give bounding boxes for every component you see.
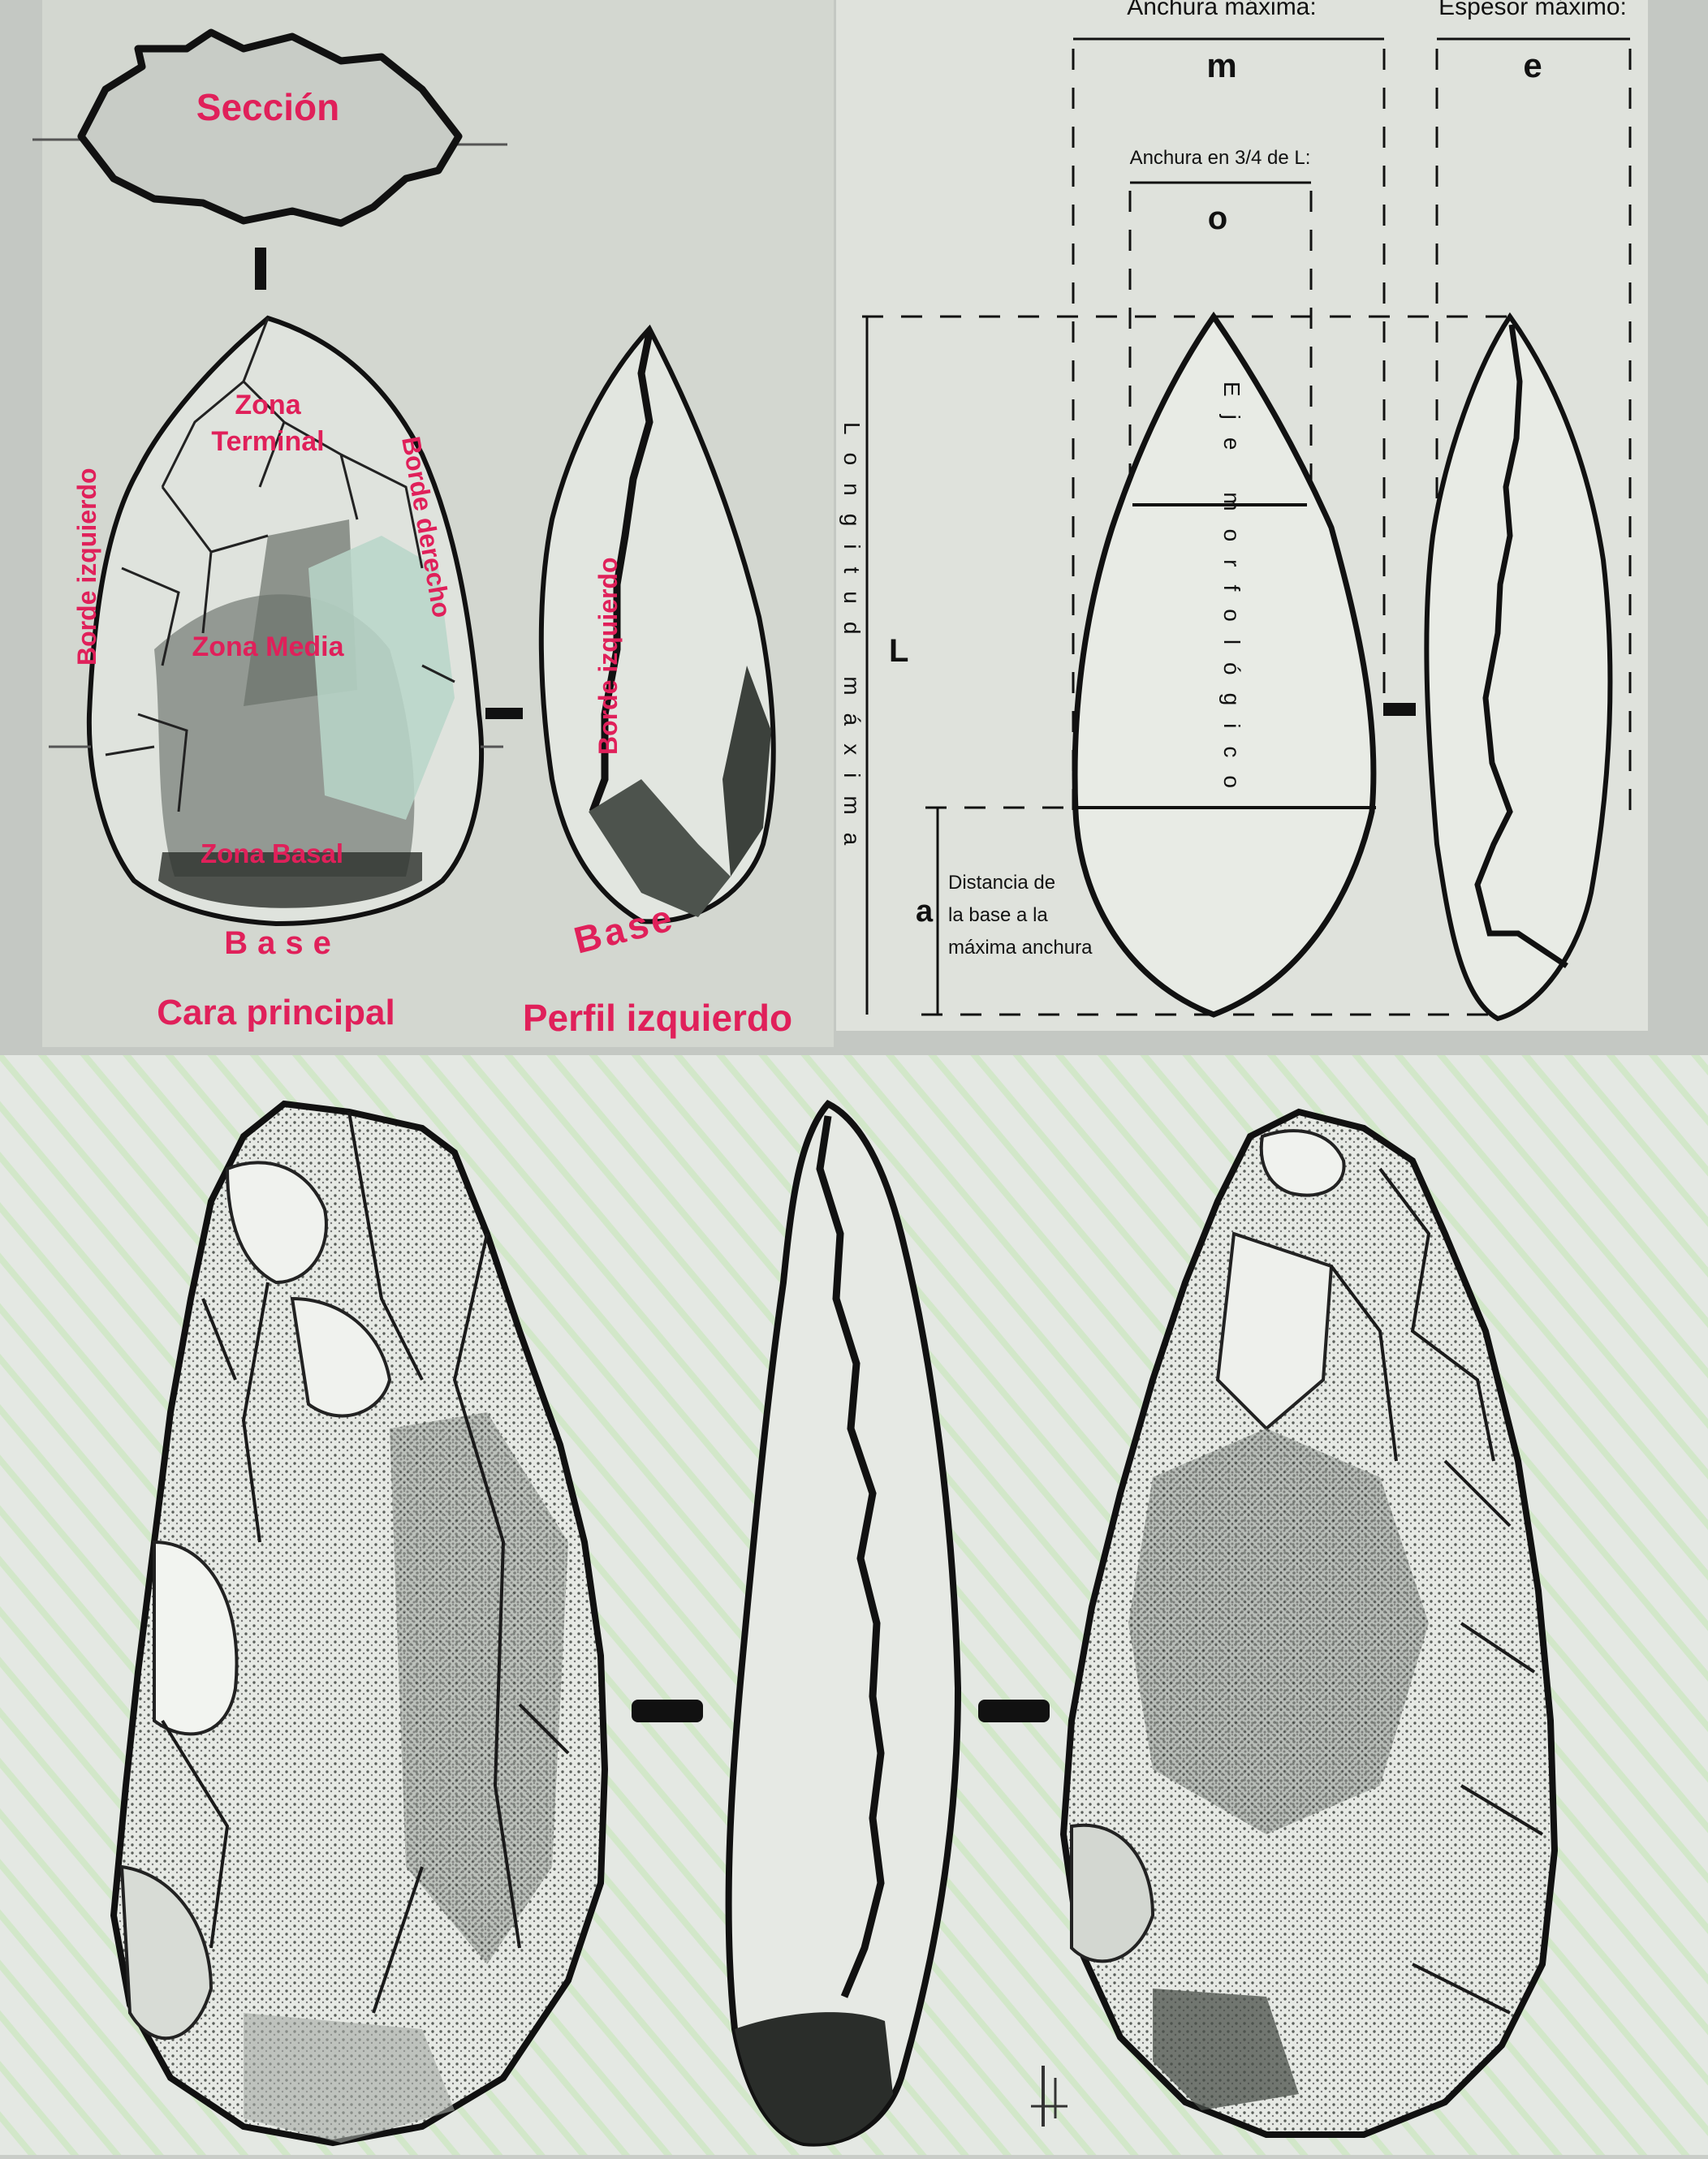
handaxe-drawing-front [110, 1100, 609, 2147]
separator-bar-left [632, 1700, 703, 1722]
max-width-label: Anchura máxima: [1127, 0, 1316, 20]
zone-media-label: Zona Media [192, 631, 344, 662]
section-diagram: Sección [32, 28, 507, 290]
measurement-diagram: Anchura máxima: Espesor máximo: m e Anch… [839, 0, 1632, 1022]
base-distance-line3: máxima anchura [948, 937, 1093, 959]
length-symbol: L [889, 633, 908, 669]
scale-mark [1031, 2066, 1068, 2127]
handaxe-drawing-profile [725, 1100, 962, 2147]
base-distance-line2: la base a la [948, 904, 1048, 926]
face-diagram: Zona Terminal Zona Media Zona Basal Bord… [49, 315, 523, 1032]
max-thickness-label: Espesor máximo: [1438, 0, 1627, 20]
border-left-label: Borde izquierdo [72, 468, 101, 666]
width-3-4-symbol: o [1208, 200, 1227, 236]
max-width-symbol: m [1206, 46, 1236, 84]
separator-bar-right [978, 1700, 1050, 1722]
zone-basal-label: Zona Basal [201, 838, 343, 868]
border-left-profile-label: Borde izquierdo [593, 557, 623, 755]
width-3-4-label: Anchura en 3/4 de L: [1130, 147, 1311, 169]
base-face-label: Base [224, 925, 341, 961]
profile-diagram: Borde izquierdo Base Perfil izquierdo [523, 324, 792, 1039]
handaxe-drawing-back [1059, 1108, 1559, 2138]
section-label: Sección [196, 86, 339, 128]
length-label: Longitud máxima [839, 422, 865, 863]
base-distance-symbol: a [916, 894, 934, 929]
base-distance-line1: Distancia de [948, 872, 1055, 894]
caption-profile: Perfil izquierdo [523, 997, 792, 1039]
caption-face: Cara principal [157, 993, 395, 1032]
zone-terminal-label-2: Terminal [211, 426, 324, 457]
zone-terminal-label-1: Zona [235, 390, 301, 420]
max-thickness-symbol: e [1523, 46, 1542, 84]
axis-label: Eje morfológico [1219, 381, 1244, 806]
